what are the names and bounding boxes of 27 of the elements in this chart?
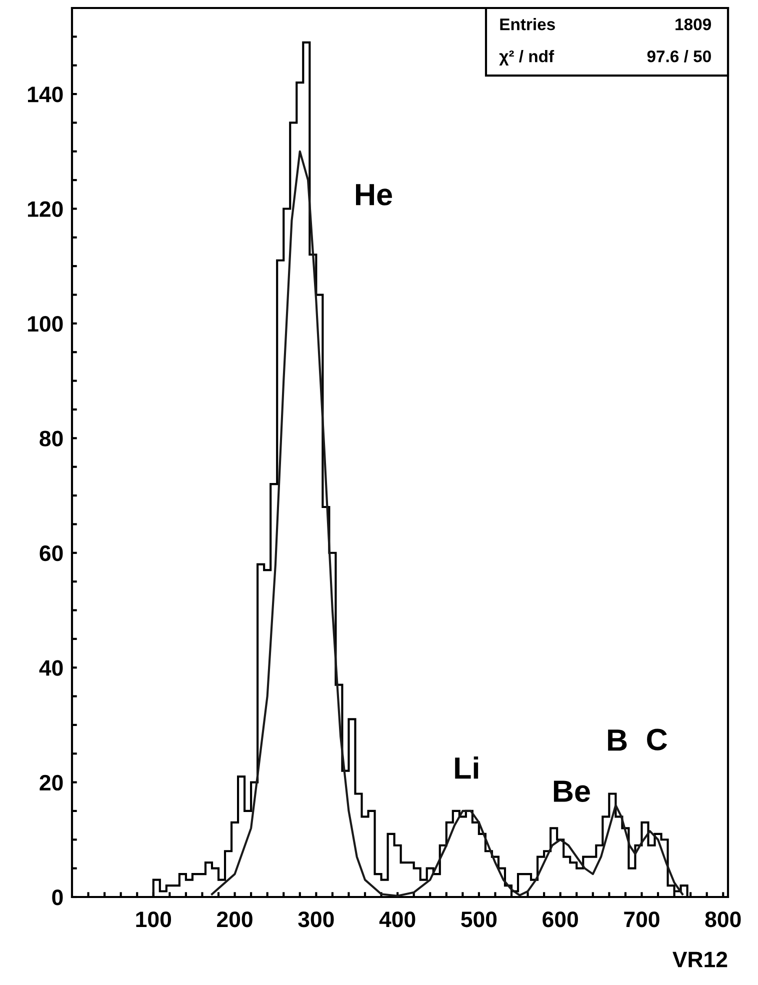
x-tick-label: 600: [542, 911, 578, 928]
annotation: C: [647, 728, 668, 750]
annotation: He: [356, 184, 392, 206]
x-tick-label: 300: [298, 911, 334, 928]
x-axis-title: VR12: [672, 952, 728, 968]
annotation: Entries: [500, 18, 555, 30]
annotation: χ² / ndf: [499, 50, 554, 66]
y-tick-label: 80: [40, 430, 63, 446]
x-tick-label: 100: [136, 911, 172, 928]
y-tick-label: 100: [28, 316, 63, 332]
x-tick-label: 500: [461, 911, 497, 928]
y-tick-label: 140: [28, 86, 63, 102]
annotation: Li: [455, 756, 478, 779]
y-tick-label: 0: [52, 890, 63, 906]
annotation: B: [608, 730, 627, 751]
y-tick-label: 60: [40, 545, 63, 562]
x-tick-label: 800: [705, 911, 741, 928]
line-series: [210, 150, 684, 897]
x-tick-label: 700: [624, 911, 660, 928]
annotation: 1809: [676, 18, 711, 30]
x-tick-label: 200: [217, 911, 252, 928]
y-tick-label: 40: [39, 660, 63, 676]
x-tick-label: 400: [379, 911, 416, 928]
annotation: 97.6 / 50: [647, 50, 711, 62]
y-tick-label: 20: [40, 774, 63, 791]
y-tick-label: 120: [28, 201, 63, 218]
annotation: Be: [554, 780, 590, 802]
